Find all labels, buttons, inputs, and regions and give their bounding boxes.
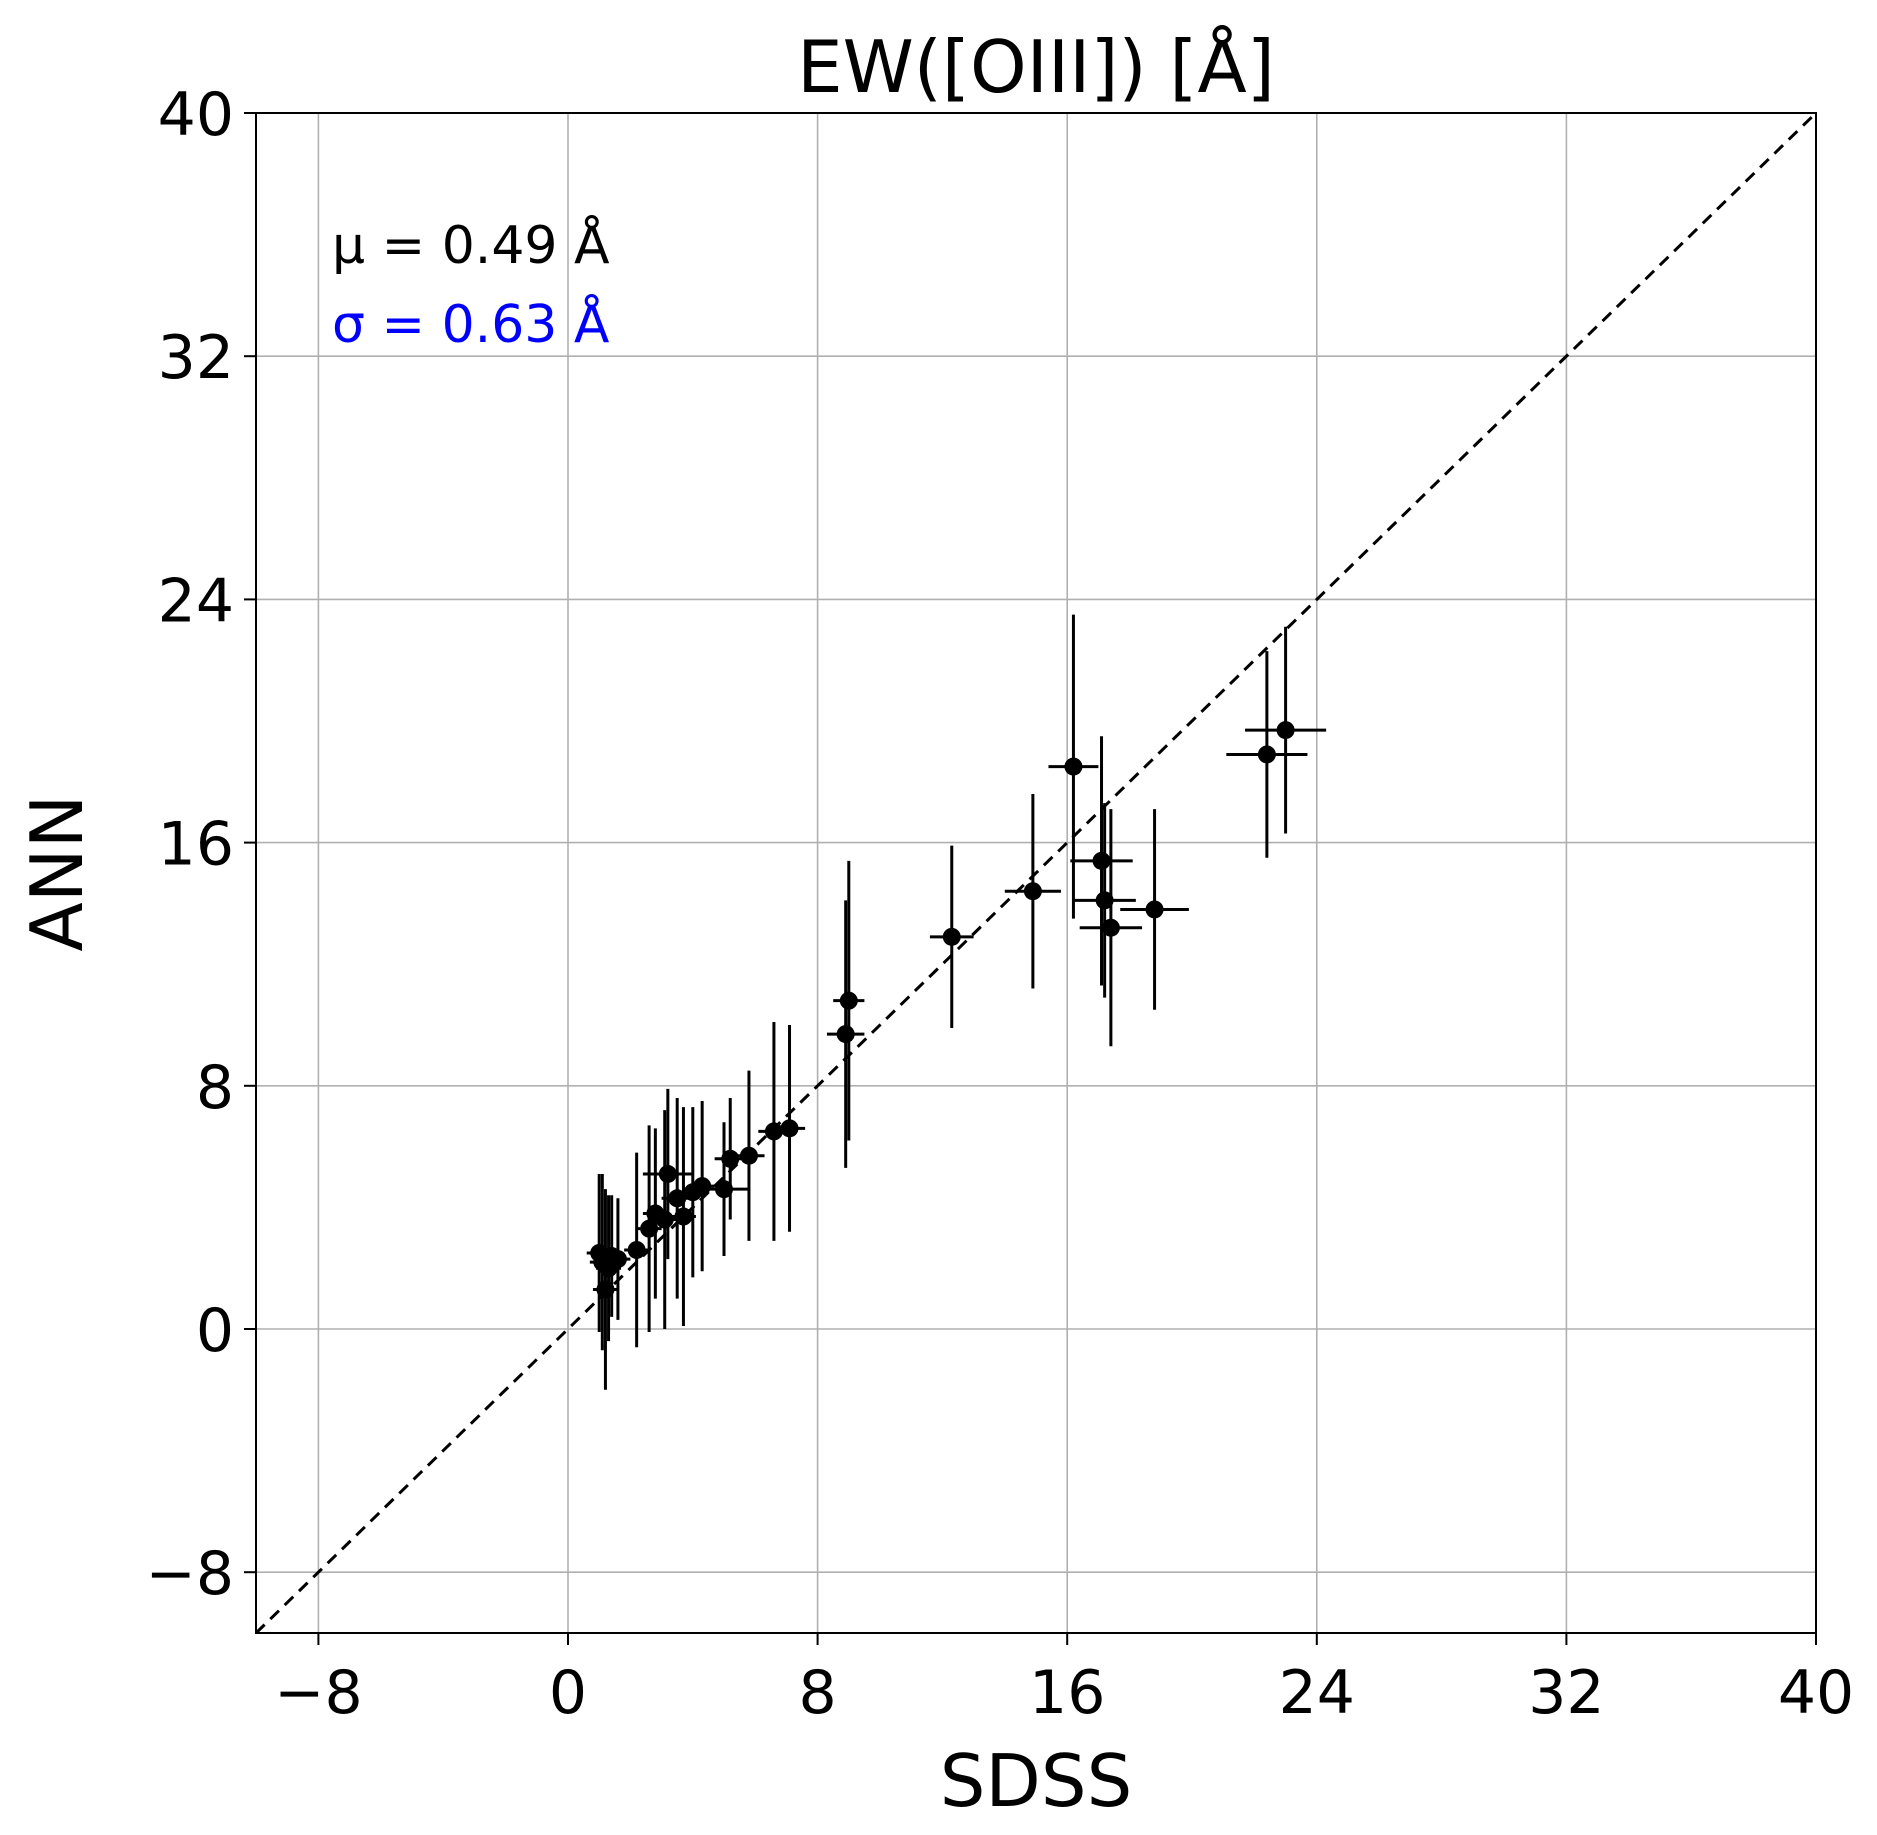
data-point-group	[1070, 736, 1133, 986]
x-tick-label: 8	[799, 1658, 837, 1728]
y-tick-label: 16	[158, 810, 234, 880]
y-tick-label: 32	[158, 323, 234, 393]
data-point-group	[605, 1198, 631, 1320]
y-axis-label: ANN	[15, 795, 99, 952]
data-point	[674, 1207, 693, 1226]
data-point	[608, 1250, 627, 1269]
data-point	[764, 1122, 783, 1141]
data-point-group	[929, 845, 974, 1029]
data-point	[715, 1180, 733, 1199]
x-tick-label: 40	[1778, 1658, 1854, 1728]
data-point	[693, 1177, 712, 1196]
mu-annotation: μ = 0.49 Å	[332, 214, 610, 276]
data-point	[942, 927, 961, 946]
data-point-group	[833, 860, 865, 1141]
data-point	[836, 1025, 855, 1044]
data-point-group	[773, 1025, 806, 1232]
data-point-group	[1073, 803, 1136, 998]
data-point	[1095, 891, 1114, 910]
chart-title: EW([OIII]) [Å]	[797, 25, 1275, 109]
x-tick-label: −8	[274, 1658, 362, 1728]
x-tick-label: 32	[1528, 1658, 1604, 1728]
plot-frame	[255, 112, 1817, 1634]
x-axis-label: SDSS	[940, 1739, 1133, 1823]
data-point	[658, 1164, 677, 1183]
data-point	[1145, 900, 1164, 919]
data-point-group	[699, 1122, 749, 1257]
sigma-annotation: σ = 0.63 Å	[332, 293, 610, 355]
data-point-group	[733, 1070, 765, 1241]
data-point	[1092, 851, 1111, 870]
y-tick-label: −8	[146, 1539, 234, 1609]
data-point	[1064, 757, 1083, 776]
y-axis-ticks: −8 0 8 16 24 32 40	[146, 80, 256, 1609]
data-point	[1023, 882, 1042, 901]
reference-line-group	[254, 111, 1818, 1635]
x-axis-ticks: −8 0 8 16 24 32 40	[274, 1633, 1854, 1728]
data-point	[1101, 918, 1120, 937]
x-tick-label: 16	[1029, 1658, 1105, 1728]
data-point-group	[1120, 809, 1189, 1010]
data-point	[780, 1119, 799, 1138]
data-point-group	[1004, 793, 1061, 989]
data-point-group	[636, 1125, 662, 1333]
y-tick-label: 8	[196, 1053, 234, 1123]
data-point-group	[1226, 651, 1308, 858]
one-to-one-reference-line	[254, 111, 1818, 1635]
data-points	[586, 614, 1327, 1390]
data-point	[627, 1240, 646, 1259]
data-point	[668, 1189, 687, 1208]
y-tick-label: 40	[158, 80, 234, 150]
data-point	[721, 1149, 740, 1168]
y-tick-label: 24	[158, 566, 234, 636]
y-tick-label: 0	[196, 1296, 234, 1366]
data-point-group	[661, 1097, 693, 1299]
data-point	[839, 991, 858, 1010]
data-point	[640, 1219, 659, 1238]
data-point-group	[1048, 614, 1099, 919]
data-point-group	[624, 1152, 650, 1348]
x-tick-label: 0	[549, 1658, 587, 1728]
data-point	[739, 1146, 758, 1165]
data-point	[1257, 745, 1276, 764]
x-tick-label: 24	[1279, 1658, 1355, 1728]
data-point-group	[1245, 626, 1327, 834]
data-point	[655, 1210, 674, 1229]
data-point	[1276, 721, 1295, 740]
data-point-group	[1079, 809, 1143, 1047]
